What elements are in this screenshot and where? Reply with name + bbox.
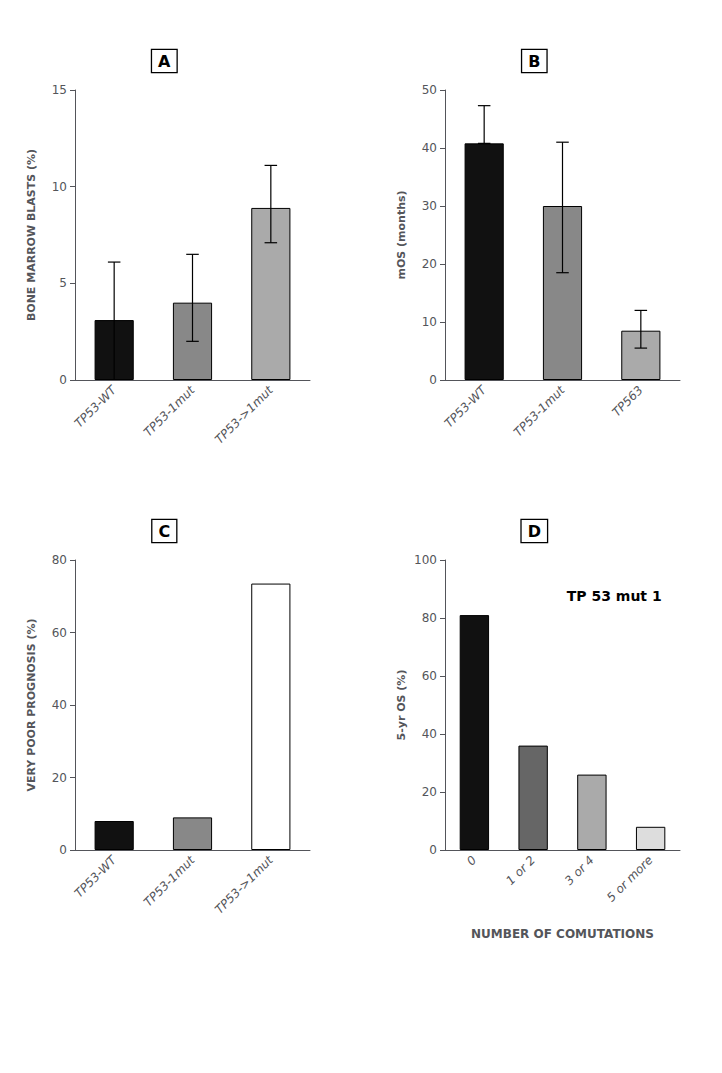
svg-text:VERY POOR PROGNOSIS (%): VERY POOR PROGNOSIS (%) <box>25 618 38 791</box>
svg-text:TP53-WT: TP53-WT <box>442 382 491 431</box>
svg-text:40: 40 <box>422 141 437 155</box>
svg-text:NUMBER OF COMUTATIONS: NUMBER OF COMUTATIONS <box>471 927 654 941</box>
svg-text:TP53->1mut: TP53->1mut <box>212 382 276 446</box>
svg-text:0: 0 <box>464 853 480 869</box>
svg-text:BONE MARROW BLASTS (%): BONE MARROW BLASTS (%) <box>25 149 38 321</box>
svg-text:3 or 4: 3 or 4 <box>562 853 597 888</box>
svg-text:10: 10 <box>422 315 437 329</box>
svg-text:5 or more: 5 or more <box>604 853 655 904</box>
svg-text:10: 10 <box>52 180 67 194</box>
svg-text:TP53-1mut: TP53-1mut <box>511 382 568 439</box>
svg-text:30: 30 <box>422 199 437 213</box>
svg-text:0: 0 <box>429 373 437 387</box>
svg-text:1 or 2: 1 or 2 <box>503 853 538 888</box>
svg-text:0: 0 <box>59 843 67 857</box>
svg-text:A: A <box>158 52 171 71</box>
svg-text:60: 60 <box>422 669 437 683</box>
svg-text:5: 5 <box>59 276 67 290</box>
svg-text:0: 0 <box>59 373 67 387</box>
svg-text:TP 53 mut 1: TP 53 mut 1 <box>567 588 662 604</box>
svg-text:C: C <box>158 522 170 541</box>
svg-text:TP563: TP563 <box>609 383 645 419</box>
svg-text:100: 100 <box>414 553 437 567</box>
svg-text:TP53-WT: TP53-WT <box>72 852 121 901</box>
svg-text:60: 60 <box>52 626 67 640</box>
svg-text:TP53->1mut: TP53->1mut <box>212 852 276 916</box>
svg-text:20: 20 <box>422 257 437 271</box>
svg-text:20: 20 <box>52 771 67 785</box>
svg-text:20: 20 <box>422 785 437 799</box>
svg-text:80: 80 <box>52 553 67 567</box>
svg-text:D: D <box>528 522 541 541</box>
svg-text:mOS (months): mOS (months) <box>395 190 408 279</box>
svg-text:TP53-WT: TP53-WT <box>72 382 121 431</box>
svg-text:B: B <box>528 52 540 71</box>
svg-text:80: 80 <box>422 611 437 625</box>
svg-text:50: 50 <box>422 83 437 97</box>
svg-text:40: 40 <box>52 698 67 712</box>
svg-text:40: 40 <box>422 727 437 741</box>
svg-text:TP53-1mut: TP53-1mut <box>141 382 198 439</box>
svg-text:TP53-1mut: TP53-1mut <box>141 852 198 909</box>
svg-text:5-yr OS (%): 5-yr OS (%) <box>395 670 408 741</box>
svg-text:15: 15 <box>52 83 67 97</box>
svg-text:0: 0 <box>429 843 437 857</box>
